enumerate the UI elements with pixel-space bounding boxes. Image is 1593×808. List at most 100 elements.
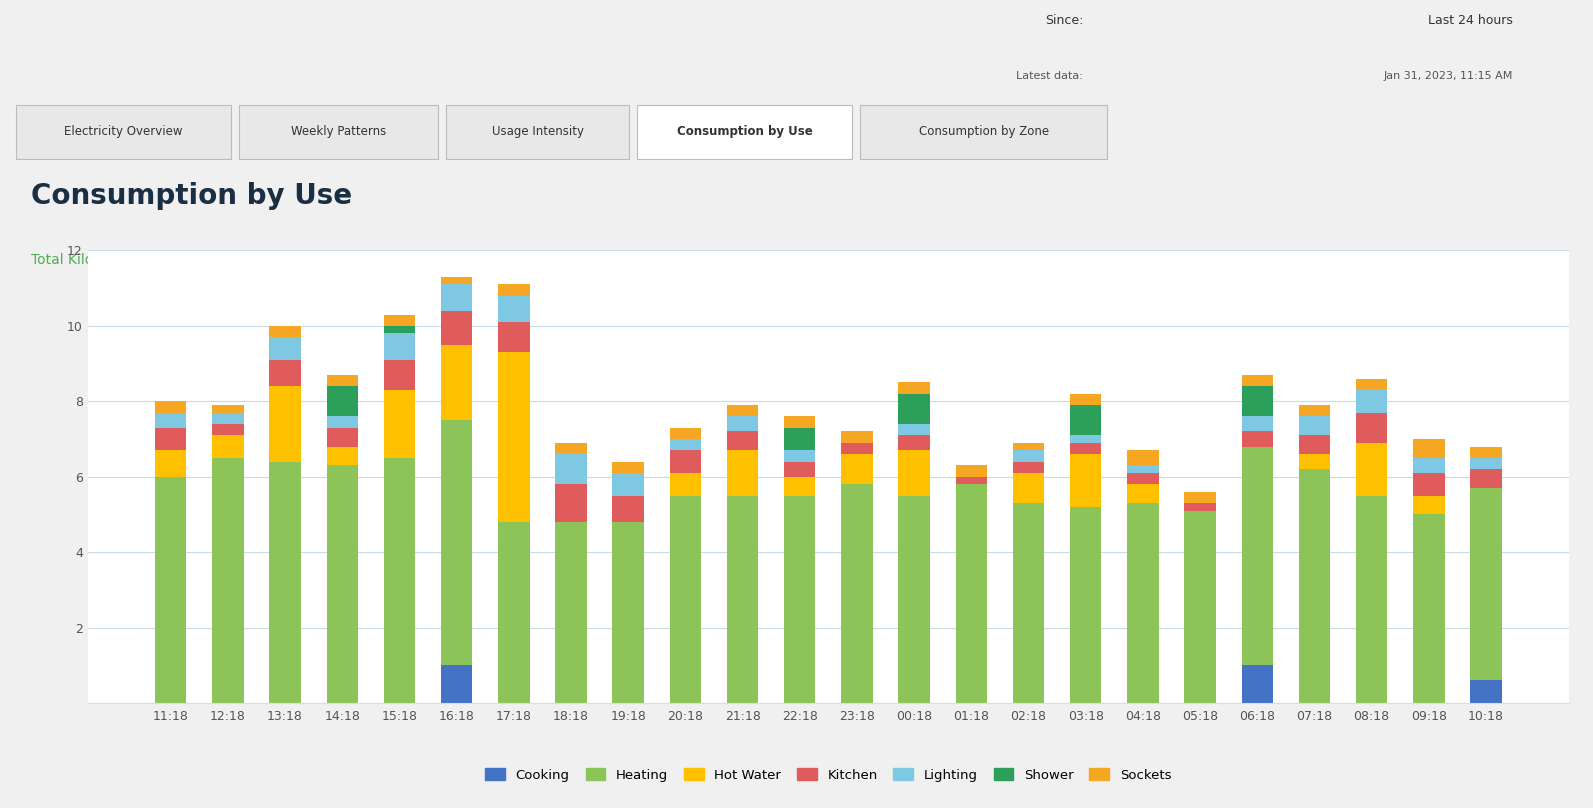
Text: Consumption by Use: Consumption by Use xyxy=(677,124,812,138)
Bar xyxy=(1184,492,1215,503)
Bar xyxy=(1128,484,1158,503)
Bar xyxy=(1241,431,1273,447)
FancyBboxPatch shape xyxy=(239,105,438,158)
Bar xyxy=(1413,458,1445,473)
Bar xyxy=(669,450,701,473)
Bar xyxy=(1470,469,1502,488)
Bar xyxy=(898,393,930,424)
Text: Since:: Since: xyxy=(1045,14,1083,27)
Bar xyxy=(327,386,358,416)
Bar xyxy=(898,382,930,393)
Bar xyxy=(1413,495,1445,515)
Bar xyxy=(499,322,529,352)
Bar xyxy=(269,360,301,386)
Text: Usage Intensity: Usage Intensity xyxy=(492,124,583,138)
Bar xyxy=(1128,503,1158,703)
Bar xyxy=(1413,473,1445,495)
Bar xyxy=(726,405,758,416)
Bar xyxy=(1184,503,1215,511)
Text: Electricity Overview: Electricity Overview xyxy=(64,124,183,138)
Text: Latest data:: Latest data: xyxy=(1016,71,1083,81)
Bar xyxy=(1013,461,1045,473)
Bar xyxy=(384,326,416,334)
Bar xyxy=(212,405,244,413)
Bar xyxy=(499,284,529,296)
Bar xyxy=(441,345,473,420)
Bar xyxy=(269,326,301,337)
Bar xyxy=(556,522,586,703)
Bar xyxy=(612,461,644,473)
Bar xyxy=(898,495,930,703)
Bar xyxy=(726,450,758,495)
Text: Total KiloWatt Hours per Use: Total KiloWatt Hours per Use xyxy=(32,253,228,267)
Bar xyxy=(1470,447,1502,458)
Bar xyxy=(212,424,244,436)
Bar xyxy=(384,458,416,703)
Bar xyxy=(612,522,644,703)
Bar xyxy=(1241,665,1273,703)
Bar xyxy=(1070,405,1101,436)
Bar xyxy=(726,416,758,431)
Bar xyxy=(669,473,701,495)
Bar xyxy=(1298,454,1330,469)
Bar xyxy=(784,461,816,477)
Bar xyxy=(1356,379,1388,390)
Bar xyxy=(1470,458,1502,469)
Bar xyxy=(669,439,701,450)
Bar xyxy=(384,314,416,326)
Text: Last 24 hours: Last 24 hours xyxy=(1429,14,1513,27)
Bar xyxy=(1128,473,1158,484)
Bar xyxy=(155,477,186,703)
Bar xyxy=(612,473,644,495)
Bar xyxy=(155,427,186,450)
FancyBboxPatch shape xyxy=(16,105,231,158)
Bar xyxy=(212,458,244,703)
Bar xyxy=(1128,465,1158,473)
Bar xyxy=(1356,390,1388,413)
Bar xyxy=(1241,447,1273,665)
Bar xyxy=(1184,511,1215,703)
Bar xyxy=(212,413,244,424)
Bar xyxy=(1298,436,1330,454)
Bar xyxy=(269,337,301,360)
Text: Weekly Patterns: Weekly Patterns xyxy=(292,124,386,138)
Bar xyxy=(327,427,358,447)
Bar xyxy=(1013,503,1045,703)
Bar xyxy=(1241,386,1273,416)
Bar xyxy=(384,360,416,390)
Bar xyxy=(327,416,358,427)
Bar xyxy=(898,436,930,450)
Bar xyxy=(956,477,988,484)
Bar xyxy=(898,450,930,495)
Bar xyxy=(1356,443,1388,495)
Bar xyxy=(441,277,473,284)
Bar xyxy=(155,402,186,413)
Text: Jan 31, 2023, 11:15 AM: Jan 31, 2023, 11:15 AM xyxy=(1384,71,1513,81)
Bar xyxy=(269,386,301,461)
Bar xyxy=(1128,450,1158,465)
Bar xyxy=(1470,680,1502,703)
Bar xyxy=(1241,375,1273,386)
FancyBboxPatch shape xyxy=(860,105,1107,158)
Bar xyxy=(1470,488,1502,680)
Text: Consumption by Use: Consumption by Use xyxy=(32,183,352,210)
Bar xyxy=(1298,416,1330,436)
Legend: Cooking, Heating, Hot Water, Kitchen, Lighting, Shower, Sockets: Cooking, Heating, Hot Water, Kitchen, Li… xyxy=(479,763,1177,787)
Bar xyxy=(441,284,473,311)
Bar xyxy=(441,420,473,665)
Bar xyxy=(1070,454,1101,507)
Bar xyxy=(384,334,416,360)
Bar xyxy=(841,454,873,484)
Bar xyxy=(726,495,758,703)
Bar xyxy=(956,465,988,477)
Bar xyxy=(956,484,988,703)
Bar xyxy=(1298,469,1330,703)
Bar xyxy=(155,450,186,477)
Bar xyxy=(669,495,701,703)
Bar xyxy=(1070,393,1101,405)
Bar xyxy=(155,413,186,427)
FancyBboxPatch shape xyxy=(446,105,629,158)
FancyBboxPatch shape xyxy=(637,105,852,158)
Bar xyxy=(1013,443,1045,450)
Bar xyxy=(784,495,816,703)
